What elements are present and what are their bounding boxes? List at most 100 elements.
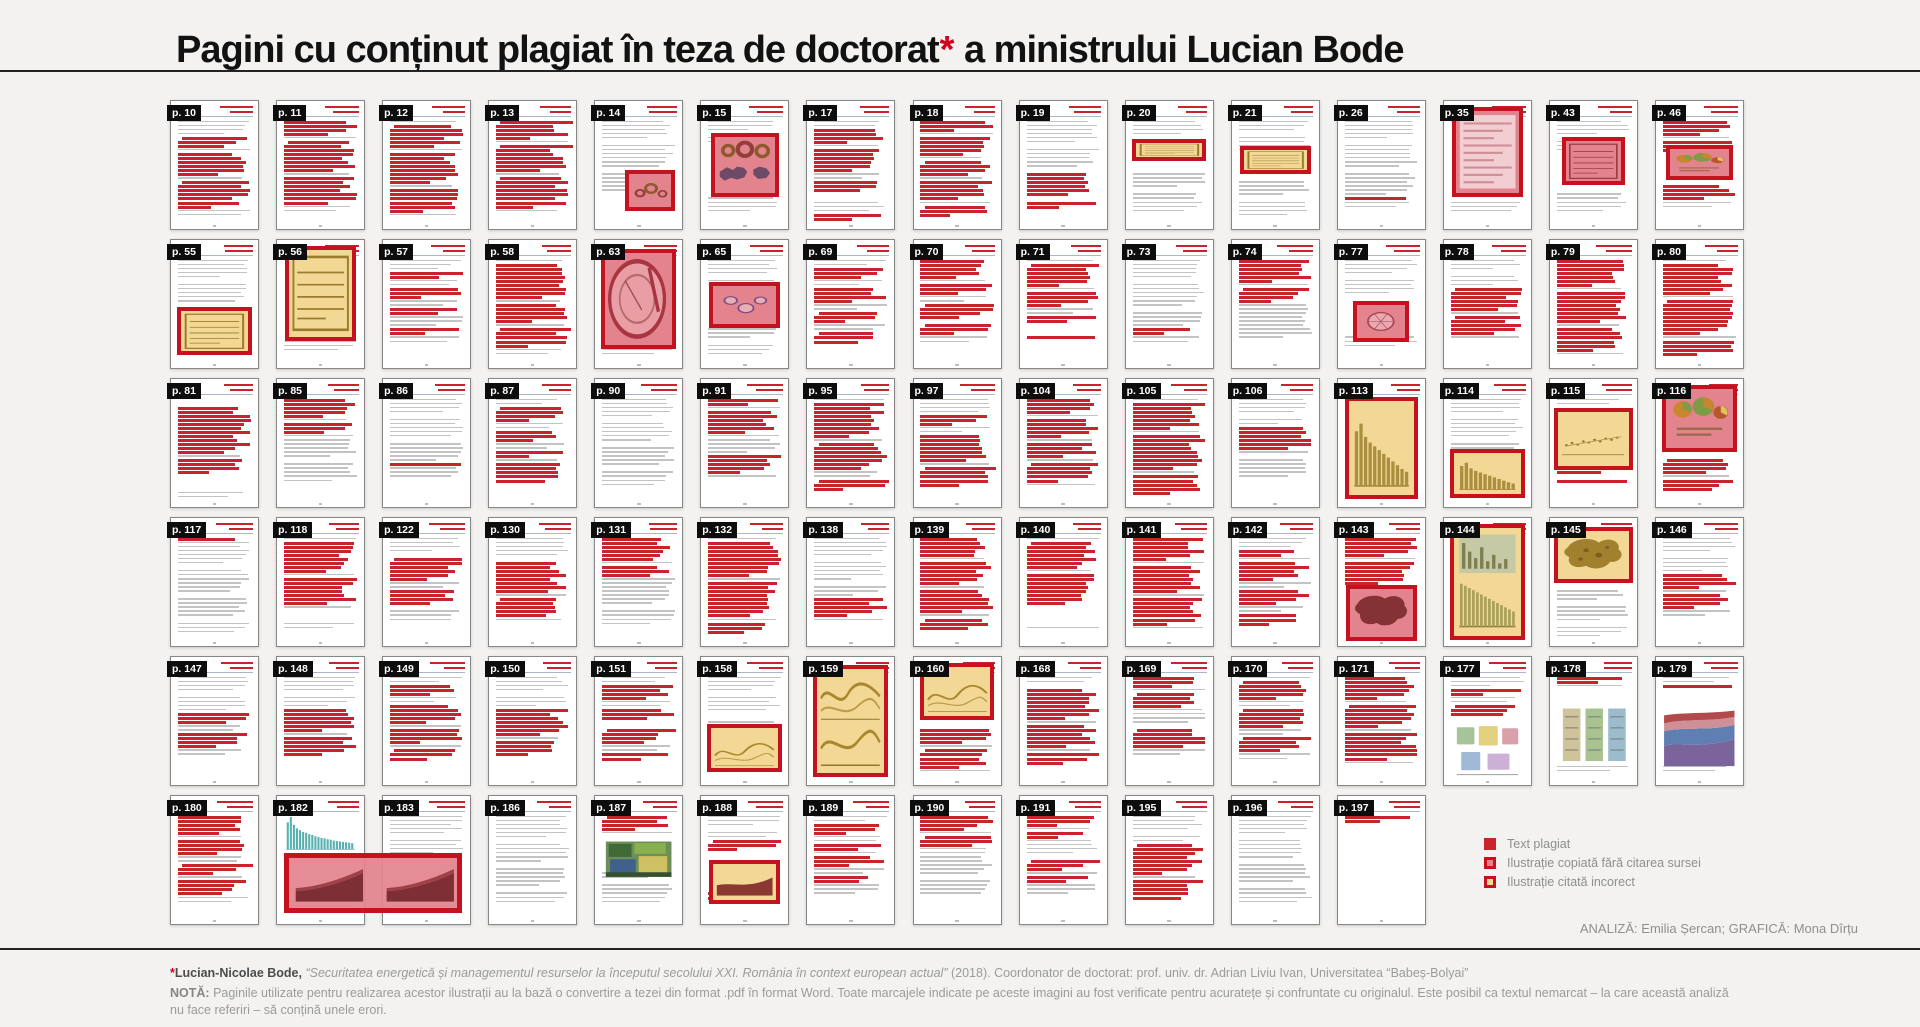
page-thumbnail-12: p. 12 bbox=[379, 100, 472, 230]
page-header-rule bbox=[1250, 532, 1314, 534]
page-thumbnail-56: p. 56 bbox=[273, 239, 366, 369]
page-header-rule bbox=[402, 532, 465, 534]
page-header-rule bbox=[932, 810, 996, 812]
page-thumbnail-113: p. 113 bbox=[1333, 378, 1426, 508]
page-header-rule bbox=[1250, 254, 1314, 256]
page-header-rule bbox=[1038, 254, 1102, 256]
page-header-rule bbox=[1038, 393, 1102, 395]
page-thumbnail-46: p. 46 bbox=[1652, 100, 1744, 230]
overlay-illustration-incorrect bbox=[284, 246, 357, 342]
page-thumbnail-146: p. 146 bbox=[1652, 517, 1744, 647]
page-header-rule bbox=[720, 810, 784, 812]
figure-unmarked bbox=[1557, 703, 1630, 772]
page-thumbnail-186: p. 186 bbox=[485, 795, 578, 925]
page-label: p. 190 bbox=[909, 800, 950, 816]
page-thumbnail-143: p. 143 bbox=[1333, 517, 1426, 647]
page-label: p. 104 bbox=[1015, 383, 1056, 399]
overlay-illustration-copied bbox=[1451, 107, 1523, 197]
footer-divider bbox=[0, 948, 1920, 950]
page-label: p. 15 bbox=[697, 105, 732, 121]
legend-swatch-yellow-icon bbox=[1484, 875, 1496, 888]
page-thumbnail-13: p. 13 bbox=[485, 100, 578, 230]
page-thumbnail-188: p. 188 bbox=[697, 795, 790, 925]
overlay-illustration-incorrect bbox=[1344, 396, 1418, 500]
page-header-rule bbox=[296, 115, 359, 117]
page-header-rule bbox=[1250, 810, 1314, 812]
page-label: p. 17 bbox=[803, 105, 838, 121]
figure-unmarked bbox=[1661, 690, 1738, 769]
page-thumbnail-144: p. 144 bbox=[1439, 517, 1532, 647]
page-label: p. 187 bbox=[591, 800, 632, 816]
page-header-rule bbox=[1675, 115, 1738, 117]
page-header-rule bbox=[190, 810, 253, 812]
page-header-rule bbox=[402, 254, 465, 256]
page-label: p. 91 bbox=[697, 383, 732, 399]
page-thumbnail-97: p. 97 bbox=[909, 378, 1002, 508]
page-header-rule bbox=[402, 671, 465, 673]
page-thumbnail-160: p. 160 bbox=[909, 656, 1002, 786]
page-label: p. 138 bbox=[803, 522, 844, 538]
page-header-rule bbox=[1569, 671, 1632, 673]
legend-item-text-plagiat: Text plagiat bbox=[1484, 834, 1701, 853]
page-label: p. 56 bbox=[273, 244, 308, 260]
footnote: *Lucian-Nicolae Bode, “Securitatea energ… bbox=[170, 965, 1745, 1020]
header-divider bbox=[0, 70, 1920, 72]
page-thumbnail-35: p. 35 bbox=[1439, 100, 1532, 230]
page-thumbnail-151: p. 151 bbox=[591, 656, 684, 786]
page-header-rule bbox=[932, 393, 996, 395]
page-header-rule bbox=[402, 393, 465, 395]
page-label: p. 130 bbox=[485, 522, 525, 538]
page-label: p. 114 bbox=[1439, 383, 1479, 399]
page-label: p. 11 bbox=[273, 105, 307, 121]
figure-unmarked bbox=[1451, 724, 1524, 778]
page-thumbnail-148: p. 148 bbox=[273, 656, 366, 786]
page-label: p. 87 bbox=[485, 383, 520, 399]
title-part1: Pagini cu conținut plagiat în teza de do… bbox=[176, 29, 940, 72]
page-thumbnail-117: p. 117 bbox=[167, 517, 259, 647]
page-header-rule bbox=[1675, 532, 1738, 534]
page-thumbnail-149: p. 149 bbox=[379, 656, 472, 786]
page-label: p. 35 bbox=[1439, 105, 1474, 121]
page-label: p. 78 bbox=[1439, 244, 1474, 260]
page-label: p. 18 bbox=[909, 105, 944, 121]
page-header-rule bbox=[614, 393, 678, 395]
page-label: p. 73 bbox=[1121, 244, 1156, 260]
page-thumbnail-139: p. 139 bbox=[909, 517, 1002, 647]
page-label: p. 71 bbox=[1015, 244, 1050, 260]
overlay-illustration-copied bbox=[1345, 584, 1417, 641]
page-label: p. 197 bbox=[1333, 800, 1374, 816]
page-header-rule bbox=[190, 254, 253, 256]
page-thumbnail-190: p. 190 bbox=[909, 795, 1002, 925]
page-label: p. 182 bbox=[273, 800, 313, 816]
page-label: p. 113 bbox=[1333, 383, 1373, 399]
page-thumbnail-180: p. 180 bbox=[167, 795, 259, 925]
page-header-rule bbox=[1250, 393, 1314, 395]
page-thumbnail-170: p. 170 bbox=[1227, 656, 1320, 786]
page-header-rule bbox=[1462, 671, 1526, 673]
footnote-note: NOTĂ: Paginile utilizate pentru realizar… bbox=[170, 985, 1745, 1020]
legend-swatch-red-icon bbox=[1484, 837, 1496, 850]
page-thumbnail-145: p. 145 bbox=[1545, 517, 1638, 647]
page-thumbnail-17: p. 17 bbox=[803, 100, 896, 230]
overlay-illustration-copied bbox=[1666, 144, 1733, 181]
note-label: NOTĂ: bbox=[170, 985, 210, 1000]
page-label: p. 80 bbox=[1652, 244, 1686, 260]
page-label: p. 150 bbox=[485, 661, 525, 677]
overlay-illustration-incorrect bbox=[1449, 524, 1525, 640]
page-thumbnail-57: p. 57 bbox=[379, 239, 472, 369]
page-header-rule bbox=[826, 115, 890, 117]
page-header-rule bbox=[720, 532, 784, 534]
page-header-rule bbox=[190, 671, 253, 673]
page-label: p. 142 bbox=[1227, 522, 1268, 538]
page-thumbnail-55: p. 55 bbox=[167, 239, 259, 369]
page-header-rule bbox=[826, 532, 890, 534]
page-header-rule bbox=[296, 671, 359, 673]
overlay-illustration-copied bbox=[709, 282, 781, 329]
page-thumbnail-118: p. 118 bbox=[273, 517, 366, 647]
legend-item-ilustratie-citata: Ilustrație citată incorect bbox=[1484, 872, 1701, 891]
page-label: p. 191 bbox=[1015, 800, 1056, 816]
legend-label: Ilustrație copiată fără citarea sursei bbox=[1507, 855, 1701, 870]
page-thumbnail-85: p. 85 bbox=[273, 378, 366, 508]
title-asterisk: * bbox=[939, 29, 955, 72]
overlay-illustration-copied bbox=[1562, 136, 1625, 186]
